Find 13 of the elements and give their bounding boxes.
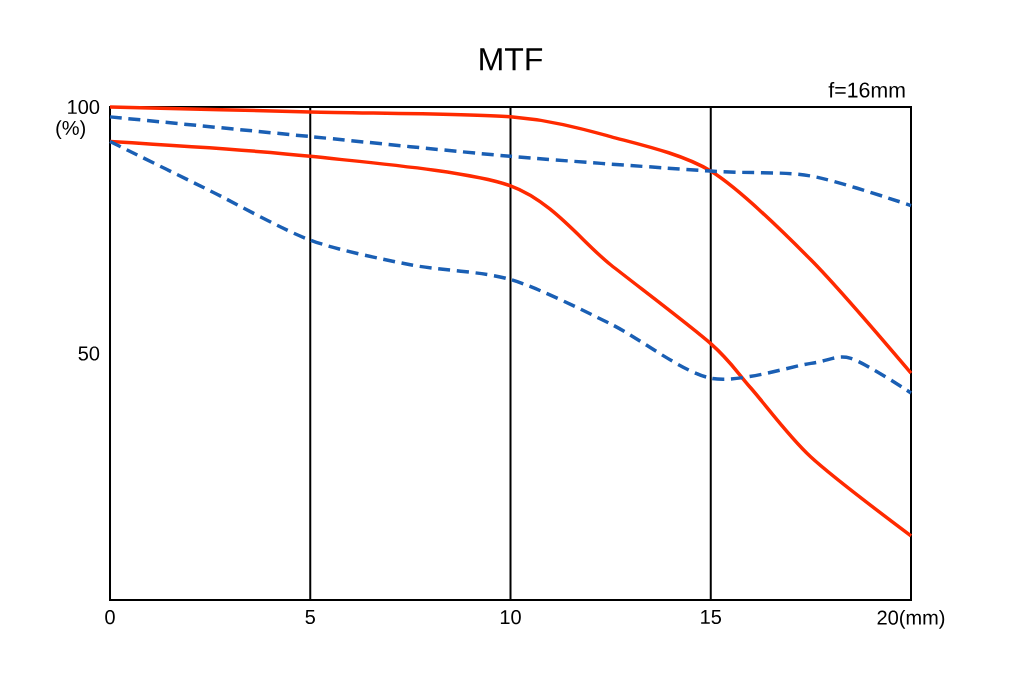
line-series xyxy=(108,115,913,208)
line-series xyxy=(108,105,913,375)
x-tick-label: 10 xyxy=(500,610,521,625)
chart-title: MTF xyxy=(480,48,543,71)
line-series xyxy=(108,139,913,395)
x-tick-label: 5 xyxy=(305,610,315,624)
y-tick-label: 100 xyxy=(68,99,100,115)
y-tick-label: 50 xyxy=(78,346,100,361)
x-tick-label: 15 xyxy=(701,610,722,624)
x-tick-label: 20(mm) xyxy=(877,610,945,629)
x-tick-label: 0 xyxy=(105,610,115,625)
text: f=16mm xyxy=(828,81,905,98)
y-axis-title: (%) xyxy=(56,120,85,139)
